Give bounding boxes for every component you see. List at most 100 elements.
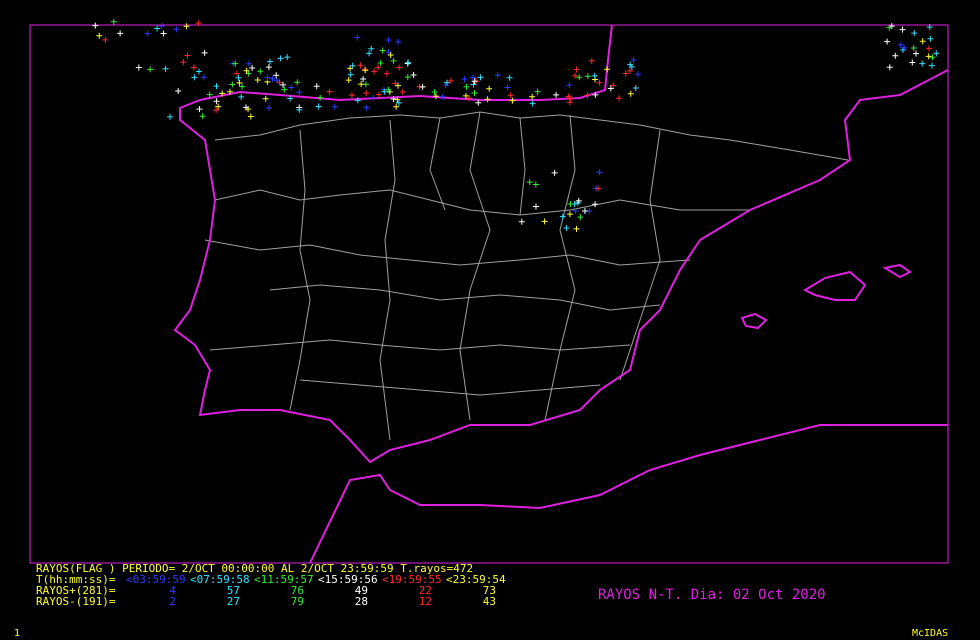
strike [385,37,392,44]
strike [246,60,253,67]
strike [158,23,165,30]
strike [484,96,491,103]
strike [287,95,294,102]
strike [393,103,400,110]
strike [213,107,220,114]
strike [626,67,633,74]
strike [630,57,637,64]
strike [191,74,198,81]
strike [387,51,394,58]
strike [395,38,402,45]
strike [461,76,468,83]
strike [886,24,893,31]
strike [534,88,541,95]
strike [610,82,617,89]
legend-header: RAYOS(FLAG ) PERIODO= 2/OCT 00:00:00 AL … [36,562,473,575]
strike [592,201,599,208]
strike [396,64,403,71]
strike [486,85,493,92]
strike [591,72,598,79]
strike [559,213,566,220]
strike [280,81,287,88]
period-label: <23:59:54 [446,573,506,586]
strike [247,113,254,120]
strike [390,57,397,64]
strike [573,66,580,73]
strike [635,71,642,78]
strike [375,91,382,98]
count: 27 [227,595,240,608]
strike [154,25,161,32]
strike [541,218,548,225]
strike [317,94,324,101]
period-label: <03:59:59 [126,573,186,586]
period-label: <07:59:58 [190,573,250,586]
strike [375,64,382,71]
strike [162,65,169,72]
row-label: RAYOS+(281)= [36,584,116,597]
strike [348,92,355,99]
strike [462,92,469,99]
strike [175,87,182,94]
count: 22 [419,584,432,597]
strike [254,76,261,83]
strike [551,169,558,176]
strike [469,74,476,81]
strike [929,54,936,61]
strike [296,89,303,96]
strike [404,60,411,67]
strike [432,93,439,100]
strike [196,106,203,113]
strike [584,92,591,99]
strike [363,104,370,111]
strike [439,93,446,100]
strike [394,96,401,103]
strike [604,66,611,73]
strike [331,103,338,110]
count: 57 [227,584,240,597]
strike [190,64,197,71]
strike [215,103,222,110]
provinces [204,111,849,441]
strike [349,62,356,69]
strike [470,81,477,88]
strike [919,38,926,45]
strike [431,89,438,96]
count: 4 [169,584,176,597]
strike [183,23,190,30]
strike [390,96,397,103]
strike [144,30,151,37]
strike [229,81,236,88]
strike [405,59,412,66]
strike [379,47,386,54]
strike [466,95,473,102]
strike [532,181,539,188]
count: 2 [169,595,176,608]
strike [913,50,920,57]
strike [381,88,388,95]
strike [184,52,191,59]
strike [565,93,572,100]
strike [901,44,908,51]
strike [371,68,378,75]
strike [347,71,354,78]
strike [96,32,103,39]
strike [249,64,256,71]
strike [584,73,591,80]
strike [235,74,242,81]
strike [573,225,580,232]
count: 28 [355,595,368,608]
strike [226,88,233,95]
strike [160,30,167,37]
strike [892,52,899,59]
strike [117,30,124,37]
strike [529,93,536,100]
strike [264,74,271,81]
strike [596,79,603,86]
count: 12 [419,595,432,608]
strike [238,93,245,100]
count: 76 [291,584,304,597]
strike [576,74,583,81]
strike [360,75,367,82]
strike [385,86,392,93]
